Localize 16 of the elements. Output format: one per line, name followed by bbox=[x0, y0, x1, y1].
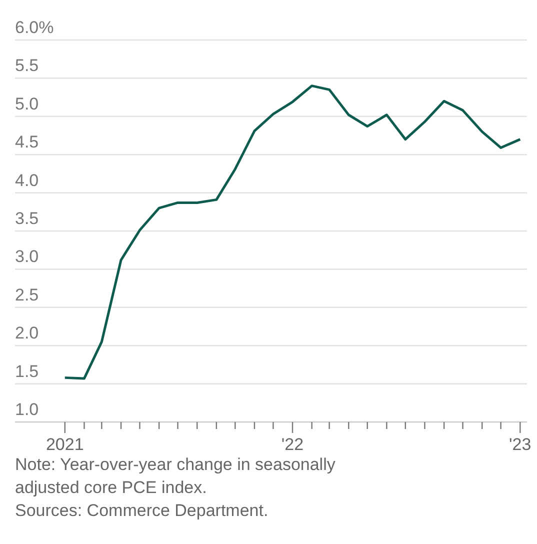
y-tick-label: 1.0 bbox=[15, 400, 39, 419]
y-tick-label: 4.0 bbox=[15, 170, 39, 190]
source-note: Sources: Commerce Department. bbox=[15, 501, 268, 520]
text: Note: Year-over-year change in seasonally adjusted core PCE index. bbox=[15, 455, 336, 497]
y-tick-label: 2.0 bbox=[15, 324, 39, 343]
y-tick-label: 4.5 bbox=[15, 132, 39, 152]
y-tick-label: 2.5 bbox=[15, 285, 39, 304]
x-tick-label: '23 bbox=[509, 435, 532, 454]
y-tick-label: 5.5 bbox=[15, 56, 39, 76]
y-tick-label: 1.5 bbox=[15, 362, 39, 381]
y-tick-label: 6.0% bbox=[15, 18, 54, 37]
y-tick-label: 3.0 bbox=[15, 247, 39, 266]
y-tick-label: 5.0 bbox=[15, 94, 39, 114]
x-tick-label: '22 bbox=[281, 435, 304, 454]
x-tick-label: 2021 bbox=[46, 435, 84, 454]
y-tick-label: 3.5 bbox=[15, 209, 39, 228]
